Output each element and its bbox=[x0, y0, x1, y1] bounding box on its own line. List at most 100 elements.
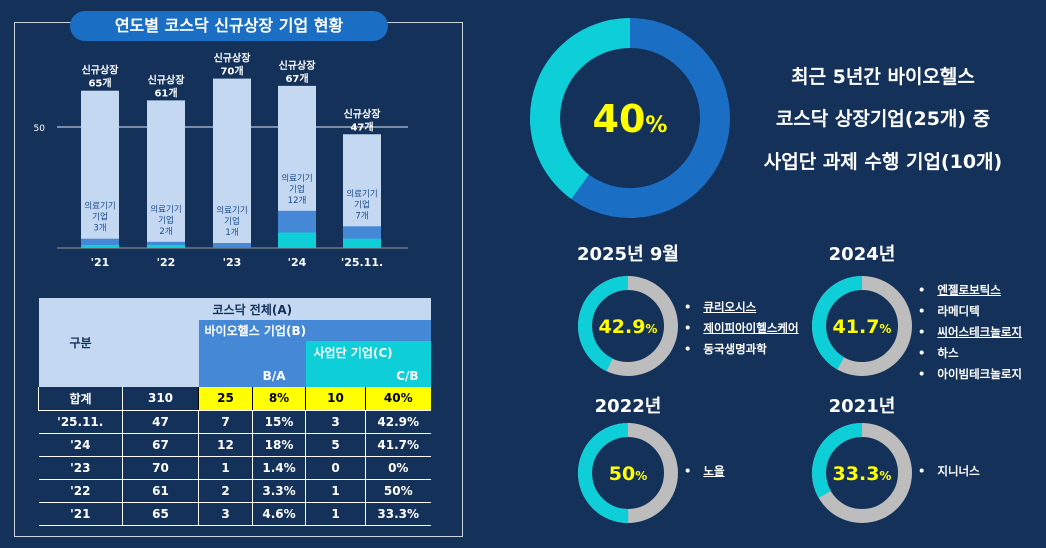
company-list: 노을 bbox=[684, 463, 725, 484]
summary-line-3: 사업단 과제 수행 기업(10개) bbox=[763, 151, 1003, 173]
x-tick-label: '23 bbox=[223, 256, 242, 269]
donut-segment-program bbox=[530, 18, 730, 218]
list-item: 노을 bbox=[684, 463, 725, 479]
table-cell: 4.6% bbox=[252, 502, 306, 526]
bar-program bbox=[343, 238, 381, 248]
table-cell: 12 bbox=[198, 433, 253, 457]
bar-medical-label: 의료기기 bbox=[281, 173, 312, 184]
table-cell: 3.3% bbox=[252, 479, 306, 503]
table-cell: 67 bbox=[122, 433, 199, 457]
bar-medical-label: 7개 bbox=[355, 210, 368, 221]
table-cell: 33.3% bbox=[365, 502, 431, 526]
bar-total bbox=[147, 100, 185, 248]
table-cell: 8% bbox=[252, 387, 306, 411]
bar-program bbox=[81, 244, 119, 248]
bar-total-value: 70개 bbox=[220, 65, 243, 78]
bar-medical-label: 3개 bbox=[93, 223, 106, 234]
list-item: 엔젤로보틱스 bbox=[918, 282, 1022, 298]
bar-chart: 50신규상장65개의료기기기업3개'21신규상장61개의료기기기업2개'22신규… bbox=[34, 52, 408, 269]
company-name: 라메디텍 bbox=[937, 303, 980, 318]
x-tick-label: '22 bbox=[157, 256, 176, 269]
company-name: 동국생명과학 bbox=[703, 341, 767, 356]
bar-medical-label: 기업 bbox=[224, 217, 240, 227]
svg-text:40%: 40% bbox=[593, 97, 668, 141]
bar-program bbox=[278, 232, 316, 248]
table-cell: 1 bbox=[198, 456, 253, 480]
table-cell: 310 bbox=[122, 387, 199, 411]
table-cell: 47 bbox=[122, 410, 199, 434]
reference-label: 50 bbox=[34, 124, 46, 134]
bar-medical-label: 1개 bbox=[225, 227, 238, 238]
bar-medical-label: 기업 bbox=[92, 213, 108, 223]
table-cell: 0 bbox=[305, 456, 366, 480]
table-cell: 61 bbox=[122, 479, 199, 503]
header-cb: C/B bbox=[305, 364, 431, 387]
svg-text:50%: 50% bbox=[609, 463, 647, 485]
company-name[interactable]: 엔젤로보틱스 bbox=[937, 282, 1001, 297]
svg-text:42.9%: 42.9% bbox=[599, 316, 658, 338]
bar-total-value: 61개 bbox=[154, 86, 177, 99]
bar-medical-label: 2개 bbox=[159, 226, 172, 237]
table-cell: 5 bbox=[305, 433, 366, 457]
bar-total-value: 67개 bbox=[285, 72, 308, 85]
year-donut: 42.9% bbox=[578, 276, 678, 376]
table-cell: 0% bbox=[365, 456, 431, 480]
x-tick-label: '24 bbox=[288, 256, 307, 269]
table-cell: 2 bbox=[198, 479, 253, 503]
donut-year: 2021년 bbox=[828, 396, 896, 417]
svg-text:33.3%: 33.3% bbox=[833, 463, 892, 485]
table-cell: 25 bbox=[198, 387, 253, 411]
table-cell: 50% bbox=[365, 479, 431, 503]
company-list: 엔젤로보틱스라메디텍씨어스테크놀로지하스아이빔테크놀로지 bbox=[918, 282, 1022, 387]
table-cell: 65 bbox=[122, 502, 199, 526]
table-cell: '23 bbox=[38, 456, 123, 480]
table-row: '25.11. 47 7 15% 3 42.9% bbox=[38, 410, 431, 434]
table-cell: 1 bbox=[305, 479, 366, 503]
company-name[interactable]: 노을 bbox=[703, 463, 725, 478]
bar-total-label: 신규상장 bbox=[82, 64, 120, 77]
company-name[interactable]: 큐리오시스 bbox=[703, 299, 757, 314]
svg-text:41.7%: 41.7% bbox=[833, 316, 892, 338]
company-name: 하스 bbox=[937, 345, 959, 360]
table-row: '21 65 3 4.6% 1 33.3% bbox=[38, 502, 431, 526]
bar-total-value: 65개 bbox=[88, 77, 111, 90]
header-group: 구분 bbox=[38, 298, 123, 387]
bar-total-label: 신규상장 bbox=[344, 107, 382, 120]
donut-segment-program bbox=[812, 276, 912, 376]
year-donut: 41.7% bbox=[812, 276, 912, 376]
table-cell: 3 bbox=[198, 502, 253, 526]
x-tick-label: '21 bbox=[91, 256, 110, 269]
list-item: 동국생명과학 bbox=[684, 341, 799, 357]
table-row: '24 67 12 18% 5 41.7% bbox=[38, 433, 431, 457]
donut-percent: 41.7 bbox=[833, 316, 880, 338]
table-cell: '24 bbox=[38, 433, 123, 457]
bar-medical-label: 의료기기 bbox=[216, 205, 247, 216]
list-item: 지니너스 bbox=[918, 463, 979, 479]
donut-segment-program bbox=[578, 276, 678, 376]
bar-medical bbox=[213, 243, 251, 248]
company-name[interactable]: 제이피아이헬스케어 bbox=[703, 320, 799, 335]
list-item: 하스 bbox=[918, 345, 1022, 361]
table-cell: 3 bbox=[305, 410, 366, 434]
donut-year: 2022년 bbox=[594, 396, 662, 417]
bar-total-label: 신규상장 bbox=[214, 52, 252, 65]
summary-donut: 40% bbox=[530, 18, 730, 218]
table-cell: '22 bbox=[38, 479, 123, 503]
donut-segment-program bbox=[812, 423, 912, 523]
table-cell: 42.9% bbox=[365, 410, 431, 434]
bar-total bbox=[81, 90, 119, 248]
bar-medical-label: 12개 bbox=[288, 195, 307, 206]
header-bio: 바이오헬스 기업(B) bbox=[198, 320, 431, 341]
company-name[interactable]: 씨어스테크놀로지 bbox=[937, 324, 1022, 339]
summary-line-1: 최근 5년간 바이오헬스 bbox=[791, 66, 975, 88]
list-item: 씨어스테크놀로지 bbox=[918, 324, 1022, 340]
table-row: '23 70 1 1.4% 0 0% bbox=[38, 456, 431, 480]
year-donut: 33.3% bbox=[812, 423, 912, 523]
summary-percent: 40 bbox=[593, 97, 646, 141]
bar-medical-label: 기업 bbox=[289, 185, 305, 195]
bar-medical-label: 의료기기 bbox=[150, 204, 181, 215]
company-name: 아이빔테크놀로지 bbox=[937, 366, 1022, 381]
header-total: 코스닥 전체(A) bbox=[122, 298, 431, 320]
table-cell: '25.11. bbox=[38, 410, 123, 434]
company-list: 지니너스 bbox=[918, 463, 979, 484]
